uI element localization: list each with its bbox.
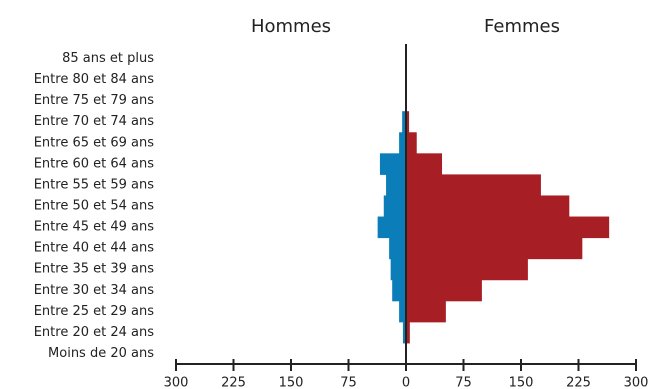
- y-tick-label: Entre 45 et 49 ans: [34, 220, 155, 235]
- bar: [392, 279, 406, 302]
- x-tick-label: 300: [164, 376, 189, 389]
- x-tick-label: 150: [279, 376, 304, 389]
- x-tick-label: 75: [340, 376, 357, 389]
- x-tick-label: 225: [566, 376, 591, 389]
- bar: [406, 132, 417, 154]
- y-tick-label: Entre 70 et 74 ans: [34, 114, 155, 129]
- bar: [406, 258, 528, 281]
- y-tick-label: Entre 65 et 69 ans: [34, 135, 155, 150]
- y-tick-label: Entre 60 et 64 ans: [34, 156, 155, 171]
- x-tick-label: 225: [221, 376, 246, 389]
- y-tick-label: 85 ans et plus: [62, 51, 154, 66]
- y-tick-label: Entre 55 et 59 ans: [34, 177, 155, 192]
- x-tick-label: 75: [455, 376, 472, 389]
- y-tick-label: Moins de 20 ans: [48, 346, 154, 361]
- y-tick-label: Entre 35 et 39 ans: [34, 262, 155, 277]
- bar: [406, 174, 541, 196]
- bar: [402, 111, 406, 133]
- y-tick-label: Entre 40 et 44 ans: [34, 241, 155, 256]
- bar: [389, 237, 406, 260]
- bar: [383, 195, 406, 218]
- legend-label: Hommes: [251, 16, 331, 37]
- bar: [406, 153, 443, 175]
- x-tick-label: 0: [402, 376, 410, 389]
- y-tick-label: Entre 80 et 84 ans: [34, 72, 155, 87]
- bar: [406, 216, 610, 239]
- y-tick-label: Entre 20 et 24 ans: [34, 325, 155, 340]
- bar: [406, 321, 410, 344]
- bar: [406, 279, 482, 302]
- bar: [406, 195, 570, 218]
- legend-label: Femmes: [484, 16, 560, 37]
- bar: [406, 111, 410, 133]
- bars: [377, 111, 610, 344]
- bar: [386, 174, 406, 196]
- bar: [402, 321, 406, 344]
- bar: [399, 132, 406, 154]
- y-tick-label: Entre 30 et 34 ans: [34, 283, 155, 298]
- bar: [406, 237, 583, 260]
- x-tick-label: 300: [624, 376, 649, 389]
- bar: [390, 258, 406, 281]
- x-tick-label: 150: [509, 376, 534, 389]
- bar: [377, 216, 406, 239]
- bar: [379, 153, 406, 175]
- bar: [399, 300, 406, 323]
- y-tick-label: Entre 25 et 29 ans: [34, 304, 155, 319]
- bar: [406, 300, 446, 323]
- y-tick-label: Entre 50 et 54 ans: [34, 199, 155, 214]
- y-tick-label: Entre 75 et 79 ans: [34, 93, 155, 108]
